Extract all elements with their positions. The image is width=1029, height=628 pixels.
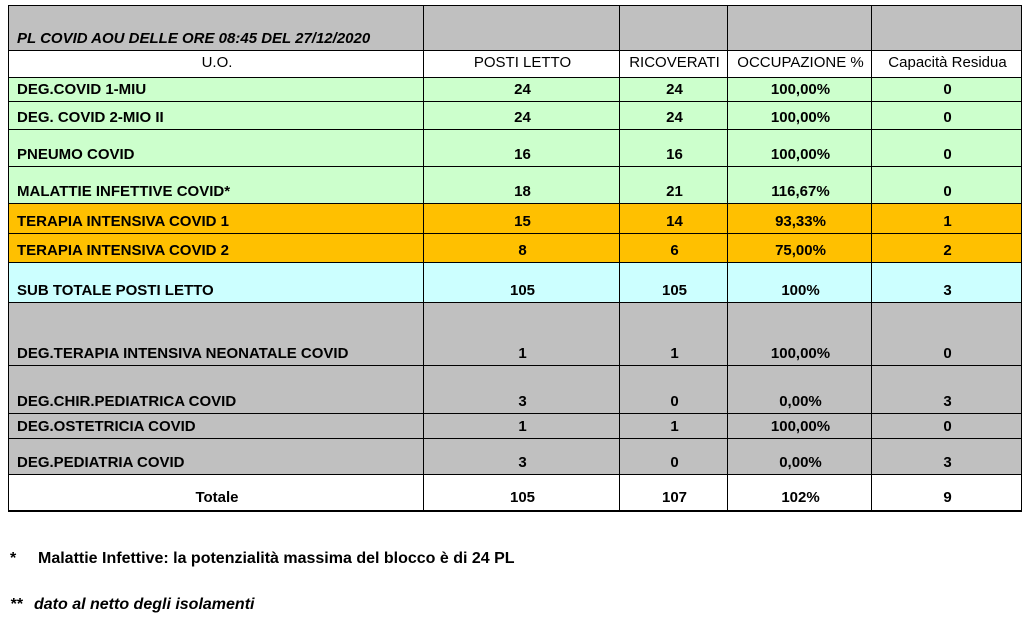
covid-bed-table: PL COVID AOU DELLE ORE 08:45 DEL 27/12/2…: [8, 5, 1022, 512]
table-row: DEG. COVID 2-MIO II 24 24 100,00% 0: [8, 101, 1022, 130]
banner-empty-cell: [871, 5, 1022, 51]
column-header-row: U.O. POSTI LETTO RICOVERATI OCCUPAZIONE …: [8, 50, 1022, 78]
occupazione-value: 100,00%: [727, 77, 872, 102]
capacita-residua-value: 3: [871, 262, 1022, 303]
capacita-residua-value: 2: [871, 233, 1022, 263]
posti-letto-value: 1: [423, 302, 620, 366]
capacita-residua-value: 0: [871, 101, 1022, 130]
ricoverati-value: 1: [619, 302, 728, 366]
total-row: Totale 105 107 102% 9: [8, 474, 1022, 512]
row-label: TERAPIA INTENSIVA COVID 2: [8, 233, 424, 263]
table-row: DEG.PEDIATRIA COVID 3 0 0,00% 3: [8, 438, 1022, 475]
ricoverati-value: 107: [619, 474, 728, 512]
ricoverati-value: 24: [619, 101, 728, 130]
posti-letto-value: 16: [423, 129, 620, 167]
posti-letto-value: 1: [423, 413, 620, 439]
row-label: DEG.COVID 1-MIU: [8, 77, 424, 102]
occupazione-value: 0,00%: [727, 365, 872, 414]
table-row: MALATTIE INFETTIVE COVID* 18 21 116,67% …: [8, 166, 1022, 204]
row-label: DEG. COVID 2-MIO II: [8, 101, 424, 130]
table-row: DEG.COVID 1-MIU 24 24 100,00% 0: [8, 77, 1022, 102]
row-label: DEG.OSTETRICIA COVID: [8, 413, 424, 439]
ricoverati-value: 105: [619, 262, 728, 303]
ricoverati-value: 1: [619, 413, 728, 439]
report-title: PL COVID AOU DELLE ORE 08:45 DEL 27/12/2…: [8, 5, 424, 51]
occupazione-value: 93,33%: [727, 203, 872, 234]
occupazione-value: 100,00%: [727, 101, 872, 130]
row-label: SUB TOTALE POSTI LETTO: [8, 262, 424, 303]
footnote-malattie-infettive: * Malattie Infettive: la potenzialità ma…: [10, 550, 1029, 568]
ricoverati-value: 0: [619, 438, 728, 475]
posti-letto-value: 24: [423, 77, 620, 102]
ricoverati-value: 16: [619, 129, 728, 167]
posti-letto-value: 105: [423, 262, 620, 303]
posti-letto-value: 15: [423, 203, 620, 234]
posti-letto-value: 3: [423, 438, 620, 475]
capacita-residua-value: 0: [871, 129, 1022, 167]
occupazione-value: 100,00%: [727, 129, 872, 167]
ricoverati-value: 0: [619, 365, 728, 414]
ricoverati-value: 21: [619, 166, 728, 204]
table-row: DEG.CHIR.PEDIATRICA COVID 3 0 0,00% 3: [8, 365, 1022, 414]
posti-letto-value: 24: [423, 101, 620, 130]
capacita-residua-value: 0: [871, 166, 1022, 204]
capacita-residua-value: 0: [871, 302, 1022, 366]
capacita-residua-value: 0: [871, 413, 1022, 439]
posti-letto-value: 3: [423, 365, 620, 414]
capacita-residua-value: 9: [871, 474, 1022, 512]
ricoverati-value: 14: [619, 203, 728, 234]
table-row: DEG.TERAPIA INTENSIVA NEONATALE COVID 1 …: [8, 302, 1022, 366]
column-header-ricoverati: RICOVERATI: [619, 50, 728, 78]
row-label: MALATTIE INFETTIVE COVID*: [8, 166, 424, 204]
banner-empty-cell: [423, 5, 620, 51]
occupazione-value: 100,00%: [727, 302, 872, 366]
row-label: DEG.PEDIATRIA COVID: [8, 438, 424, 475]
table-row: TERAPIA INTENSIVA COVID 2 8 6 75,00% 2: [8, 233, 1022, 263]
footnotes: * Malattie Infettive: la potenzialità ma…: [10, 550, 1029, 614]
footnote-marker: *: [10, 549, 17, 567]
banner-empty-cell: [727, 5, 872, 51]
row-label: DEG.TERAPIA INTENSIVA NEONATALE COVID: [8, 302, 424, 366]
posti-letto-value: 105: [423, 474, 620, 512]
occupazione-value: 75,00%: [727, 233, 872, 263]
footnote-text: Malattie Infettive: la potenzialità mass…: [38, 549, 515, 567]
occupazione-value: 100,00%: [727, 413, 872, 439]
footnote-isolamenti: ** dato al netto degli isolamenti: [10, 596, 1029, 614]
table-row: DEG.OSTETRICIA COVID 1 1 100,00% 0: [8, 413, 1022, 439]
footnote-marker: **: [10, 595, 23, 613]
capacita-residua-value: 1: [871, 203, 1022, 234]
posti-letto-value: 18: [423, 166, 620, 204]
column-header-posti-letto: POSTI LETTO: [423, 50, 620, 78]
column-header-capacita-residua: Capacità Residua: [871, 50, 1022, 78]
occupazione-value: 116,67%: [727, 166, 872, 204]
capacita-residua-value: 0: [871, 77, 1022, 102]
banner-empty-cell: [619, 5, 728, 51]
row-label: TERAPIA INTENSIVA COVID 1: [8, 203, 424, 234]
posti-letto-value: 8: [423, 233, 620, 263]
table-row: PNEUMO COVID 16 16 100,00% 0: [8, 129, 1022, 167]
footnote-text: dato al netto degli isolamenti: [34, 595, 255, 613]
column-header-occupazione: OCCUPAZIONE %: [727, 50, 872, 78]
ricoverati-value: 24: [619, 77, 728, 102]
row-label: PNEUMO COVID: [8, 129, 424, 167]
capacita-residua-value: 3: [871, 438, 1022, 475]
capacita-residua-value: 3: [871, 365, 1022, 414]
column-header-uo: U.O.: [8, 50, 424, 78]
row-label: DEG.CHIR.PEDIATRICA COVID: [8, 365, 424, 414]
row-label: Totale: [8, 474, 424, 512]
subtotal-row: SUB TOTALE POSTI LETTO 105 105 100% 3: [8, 262, 1022, 303]
occupazione-value: 102%: [727, 474, 872, 512]
title-banner-row: PL COVID AOU DELLE ORE 08:45 DEL 27/12/2…: [8, 5, 1022, 51]
occupazione-value: 0,00%: [727, 438, 872, 475]
occupazione-value: 100%: [727, 262, 872, 303]
table-row: TERAPIA INTENSIVA COVID 1 15 14 93,33% 1: [8, 203, 1022, 234]
ricoverati-value: 6: [619, 233, 728, 263]
